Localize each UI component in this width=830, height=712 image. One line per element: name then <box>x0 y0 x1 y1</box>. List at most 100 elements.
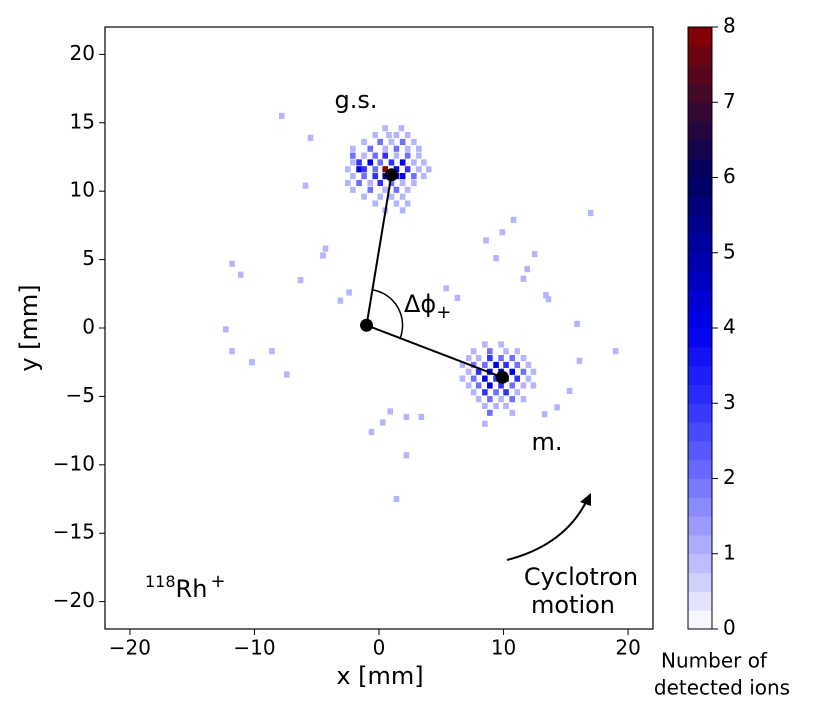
y-tick-label: −20 <box>53 588 95 612</box>
cell <box>382 152 389 159</box>
y-tick-label: −15 <box>53 520 95 544</box>
cell <box>545 296 552 303</box>
cell <box>520 275 527 282</box>
marker <box>495 370 509 384</box>
cell <box>356 179 362 187</box>
cell <box>322 245 329 252</box>
cell <box>498 355 504 362</box>
cell <box>403 413 410 421</box>
cell <box>520 396 527 403</box>
cell <box>421 173 427 180</box>
x-tick-label: −20 <box>109 636 151 660</box>
cell <box>498 341 504 348</box>
cell <box>531 251 538 258</box>
cell <box>377 138 384 146</box>
cell <box>393 145 400 152</box>
cell <box>503 402 509 410</box>
colorbar-band <box>688 365 712 385</box>
colorbar-tick-label: 8 <box>723 14 736 38</box>
cell <box>411 173 417 180</box>
cell <box>350 159 356 166</box>
colorbar-band <box>688 215 712 235</box>
colorbar-band <box>688 422 712 442</box>
y-tick-label: 0 <box>82 315 95 339</box>
cell <box>368 428 375 436</box>
colorbar-band <box>688 384 712 404</box>
colorbar-band <box>688 328 712 348</box>
cell <box>388 193 395 200</box>
cell <box>459 375 466 382</box>
colorbar-tick-label: 6 <box>723 164 736 188</box>
colorbar-band <box>688 346 712 367</box>
cell <box>398 125 405 132</box>
cell <box>514 375 521 382</box>
cell <box>520 368 527 375</box>
angle-subscript: + <box>436 302 451 323</box>
cell <box>382 166 389 173</box>
cell <box>416 152 422 159</box>
colorbar-band <box>688 516 712 536</box>
colorbar-tick-label: 3 <box>723 390 736 414</box>
cell <box>493 255 499 262</box>
cell <box>443 285 450 292</box>
cell <box>493 389 499 396</box>
cell <box>411 159 417 166</box>
cell <box>393 186 400 193</box>
colorbar-band <box>688 45 712 66</box>
colorbar-band <box>688 478 712 498</box>
colorbar-band <box>688 553 712 574</box>
cell <box>372 152 379 159</box>
cell <box>387 408 394 415</box>
cell <box>404 166 411 173</box>
cell <box>475 368 482 375</box>
cell <box>503 389 509 396</box>
cell <box>372 166 379 173</box>
cell <box>307 134 314 141</box>
cell <box>475 355 482 362</box>
colorbar-band <box>688 139 712 160</box>
colorbar-tick-label: 0 <box>723 616 736 640</box>
cell <box>372 132 379 139</box>
cell <box>411 138 417 146</box>
cell <box>530 382 537 389</box>
cell <box>587 209 594 217</box>
cell <box>279 112 285 120</box>
cell <box>482 361 488 369</box>
cell <box>377 159 384 166</box>
cell <box>482 389 488 396</box>
cell <box>404 132 411 139</box>
cell <box>530 368 537 375</box>
cell <box>399 179 406 187</box>
colorbar-band <box>688 271 712 291</box>
cell <box>350 186 356 193</box>
cell <box>493 361 499 369</box>
cell <box>514 348 521 355</box>
isotope-label: 118Rh + <box>145 571 226 603</box>
colorbar-band <box>688 572 712 592</box>
cell <box>487 409 493 416</box>
cell <box>393 495 400 503</box>
cell <box>543 292 549 299</box>
cell <box>487 382 493 389</box>
cell <box>482 402 488 410</box>
cell <box>465 368 472 375</box>
x-axis-label: x [mm] <box>336 662 423 690</box>
cell <box>388 138 395 146</box>
colorbar-band <box>688 177 712 197</box>
cell <box>367 145 374 152</box>
colorbar-band <box>688 158 712 178</box>
cell <box>382 145 389 152</box>
colorbar-band <box>688 252 712 273</box>
cell <box>361 166 367 173</box>
cell <box>320 252 326 259</box>
colorbar-band <box>688 591 712 611</box>
cell <box>499 229 506 236</box>
colorbar-band <box>688 121 712 141</box>
cell <box>386 132 392 139</box>
cell <box>223 326 229 333</box>
cell <box>337 297 344 304</box>
isotope-charge: + <box>210 571 225 592</box>
cell <box>498 396 504 403</box>
cell <box>404 200 411 207</box>
